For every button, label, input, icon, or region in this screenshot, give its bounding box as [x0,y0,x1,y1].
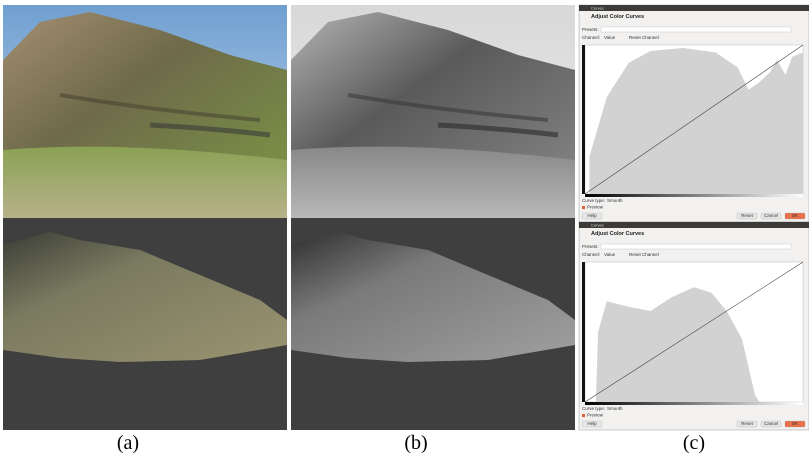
preview-check[interactable] [582,414,585,417]
panel-label: (a) [117,432,139,454]
panel-label: (c) [683,432,705,454]
gradient-bar-left [582,45,585,194]
gradient-bar [585,194,803,197]
figure: Curves Adjust Color Curves Presets: Channel… [0,0,809,461]
model-color [3,218,287,430]
preview-check[interactable] [582,206,585,209]
window-title: Curves [591,223,604,228]
preview-label: Preview [587,205,604,210]
button-label[interactable]: Help [587,421,597,426]
curves-dialog: Curves Adjust Color Curves Presets: Channel… [579,5,809,222]
button-label[interactable]: Reset [741,213,754,218]
channel-value[interactable]: Value [604,35,616,40]
curve-type-label: Curve type: [582,406,605,411]
button-label[interactable]: OK [792,421,799,426]
presets-box[interactable] [601,27,791,32]
gradient-bar-left [582,262,585,402]
photo-gray [291,5,575,218]
presets-box[interactable] [601,244,791,249]
presets-label: Presets: [582,27,599,32]
button-label[interactable]: Cancel [764,421,778,426]
panel-label: (b) [404,432,427,454]
model-gray [291,218,575,430]
reset-channel[interactable]: Reset Channel [629,252,659,257]
window-title: Curves [591,6,604,11]
dialog-heading: Adjust Color Curves [591,231,644,237]
photo-color [3,5,287,218]
button-label[interactable]: Help [587,213,597,218]
curve-type-label: Curve type: [582,198,605,203]
button-label[interactable]: Reset [741,421,754,426]
reset-channel[interactable]: Reset Channel [629,35,659,40]
curve-type[interactable]: Smooth [607,406,623,411]
curve-type[interactable]: Smooth [607,198,623,203]
channel-value[interactable]: Value [604,252,616,257]
title-bar [579,222,809,228]
curves-dialogs: Curves Adjust Color Curves Presets: Channel… [579,5,809,430]
gradient-bar [585,402,803,405]
dialog-heading: Adjust Color Curves [591,14,644,20]
button-label[interactable]: Cancel [764,213,778,218]
channel-label: Channel: [582,35,600,40]
presets-label: Presets: [582,244,599,249]
curves-dialog: Curves Adjust Color Curves Presets: Channel… [579,222,809,430]
title-bar [579,5,809,11]
preview-label: Preview [587,413,604,418]
channel-label: Channel: [582,252,600,257]
button-label[interactable]: OK [792,213,799,218]
